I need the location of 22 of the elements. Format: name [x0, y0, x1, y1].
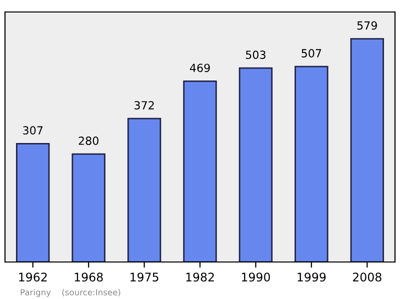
- data-label: 280: [78, 136, 98, 145]
- text: Parigny (source:Insee): [20, 288, 120, 298]
- data-label: 372: [134, 101, 154, 110]
- x-tick-label: 1975: [130, 272, 158, 282]
- x-tick-label: 1982: [186, 272, 214, 282]
- data-label: 579: [357, 21, 377, 30]
- bar: [350, 38, 384, 262]
- bar: [127, 118, 162, 262]
- x-tick-label: 2008: [352, 272, 382, 282]
- data-label: 307: [23, 126, 43, 135]
- x-tick-label: 1999: [298, 272, 326, 282]
- data-label: 469: [190, 64, 210, 72]
- x-tick-label: 1962: [19, 272, 47, 282]
- bar: [183, 80, 217, 262]
- data-label: 503: [246, 50, 266, 59]
- bar: [16, 142, 50, 262]
- bar: [238, 67, 273, 262]
- data-label: 507: [302, 49, 322, 58]
- bar: [72, 153, 106, 262]
- x-tick-label: 1990: [242, 272, 270, 282]
- bar: [294, 66, 328, 262]
- x-tick-label: 1968: [74, 272, 103, 282]
